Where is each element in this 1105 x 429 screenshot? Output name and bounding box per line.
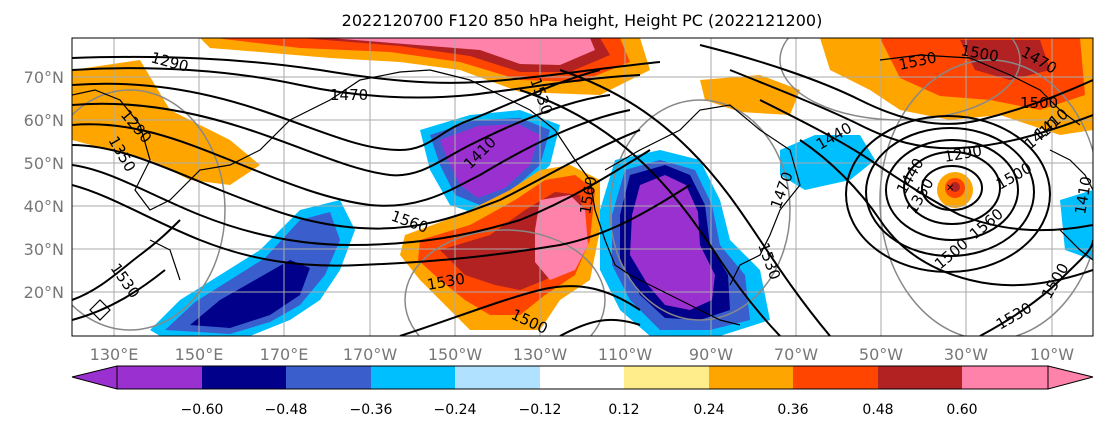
gray-circles [72, 38, 1093, 336]
lat-label: 30°N [24, 240, 64, 259]
colorbar-tick-label: −0.36 [350, 402, 393, 418]
colorbar-high-extend [1047, 365, 1094, 390]
colorbar: −0.60 −0.48 −0.36 −0.24 −0.12 0.12 0.24 … [71, 365, 1094, 418]
contour-label: 1410 [1071, 175, 1095, 216]
lon-label: 150°W [428, 345, 483, 364]
colorbar-swatch [202, 366, 286, 389]
lat-label: 20°N [24, 283, 64, 302]
colorbar-swatch [793, 366, 878, 389]
colorbar-tick-label: −0.60 [181, 402, 224, 418]
height-contours [72, 44, 1093, 336]
lat-label: 40°N [24, 197, 64, 216]
colorbar-tick-label: 0.12 [608, 402, 639, 418]
colorbar-tick-label: −0.48 [265, 402, 308, 418]
colorbar-swatch [962, 366, 1048, 389]
colorbar-swatch [455, 366, 540, 389]
colorbar-tick-label: 0.36 [777, 402, 808, 418]
colorbar-swatch [878, 366, 962, 389]
map-area: 1290 1470 1290 1350 1560 1440 1410 1530 … [72, 38, 1095, 336]
contour-label: 1500 [1020, 94, 1058, 112]
lon-label: 90°W [689, 345, 733, 364]
lon-label: 30°W [944, 345, 988, 364]
lon-label: 150°E [175, 345, 224, 364]
lat-label: 60°N [24, 111, 64, 130]
lon-label: 50°W [859, 345, 903, 364]
colorbar-swatch [540, 366, 624, 389]
colorbar-tick-label: 0.60 [946, 402, 977, 418]
lon-label: 10°W [1030, 345, 1074, 364]
colorbar-tick-label: 0.24 [693, 402, 724, 418]
lat-label: 70°N [24, 68, 64, 87]
lon-label: 110°W [598, 345, 653, 364]
colorbar-swatch [624, 366, 709, 389]
colorbar-swatch [286, 366, 371, 389]
lat-axis: 70°N 60°N 50°N 40°N 30°N 20°N [24, 68, 64, 302]
colorbar-low-extend [71, 365, 118, 390]
lon-label: 70°W [774, 345, 818, 364]
colorbar-tick-label: −0.24 [434, 402, 477, 418]
contour-label: 1470 [330, 86, 368, 104]
coastlines [72, 54, 1093, 326]
colorbar-tick-label: 0.48 [862, 402, 893, 418]
lon-label: 130°W [513, 345, 568, 364]
lon-label: 170°W [343, 345, 398, 364]
lon-axis: 130°E 150°E 170°E 170°W 150°W 130°W 110°… [90, 345, 1075, 364]
lon-label: 170°E [260, 345, 309, 364]
map-frame [71, 37, 1094, 337]
figure-title: 2022120700 F120 850 hPa height, Height P… [342, 11, 823, 30]
lat-label: 50°N [24, 154, 64, 173]
colorbar-swatch [371, 366, 455, 389]
gridlines [72, 38, 1093, 336]
colorbar-swatch [709, 366, 793, 389]
colorbar-tick-label: −0.12 [519, 402, 562, 418]
lon-label: 130°E [90, 345, 139, 364]
low-center-marker: ✕ [946, 183, 954, 194]
colorbar-swatch [117, 366, 202, 389]
